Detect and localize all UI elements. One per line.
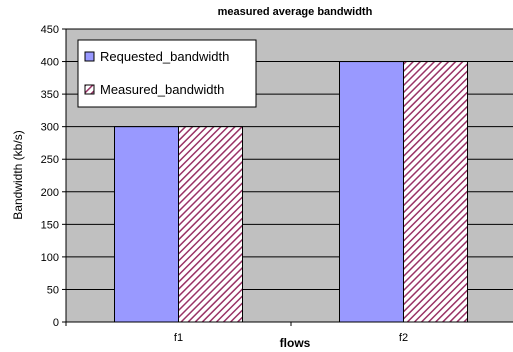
y-tick-label: 350 bbox=[41, 89, 59, 101]
bar-f2-requested bbox=[339, 61, 404, 323]
y-axis-ticks: 0 50 100 150 200 250 300 350 400 450 bbox=[41, 24, 66, 329]
x-tick-label: f1 bbox=[174, 332, 183, 344]
y-tick-label: 400 bbox=[41, 57, 59, 69]
x-tick-label: f2 bbox=[399, 332, 408, 344]
legend-label-requested: Requested_bandwidth bbox=[100, 49, 229, 64]
y-axis-title: Bandwidth (kb/s) bbox=[11, 130, 25, 219]
y-tick-label: 200 bbox=[41, 187, 59, 199]
chart-title: measured average bandwidth bbox=[218, 6, 373, 18]
legend-swatch-requested bbox=[84, 51, 95, 62]
y-tick-label: 150 bbox=[41, 219, 59, 231]
y-tick-label: 50 bbox=[47, 284, 59, 296]
bar-f1-measured bbox=[178, 126, 243, 323]
y-tick-label: 450 bbox=[41, 24, 59, 36]
y-tick-label: 250 bbox=[41, 154, 59, 166]
legend-swatch-measured bbox=[84, 84, 95, 95]
bar-f1-requested bbox=[114, 126, 179, 323]
legend-box bbox=[77, 39, 257, 108]
x-axis-ticks: f1 f2 bbox=[65, 322, 408, 344]
legend-label-measured: Measured_bandwidth bbox=[100, 82, 224, 97]
legend: Requested_bandwidth Measured_bandwidth bbox=[77, 39, 257, 108]
x-axis-title: flows bbox=[280, 336, 311, 350]
bars bbox=[114, 61, 468, 323]
y-tick-label: 100 bbox=[41, 252, 59, 264]
y-tick-label: 0 bbox=[53, 317, 59, 329]
y-tick-label: 300 bbox=[41, 122, 59, 134]
bar-f2-measured bbox=[403, 61, 468, 323]
